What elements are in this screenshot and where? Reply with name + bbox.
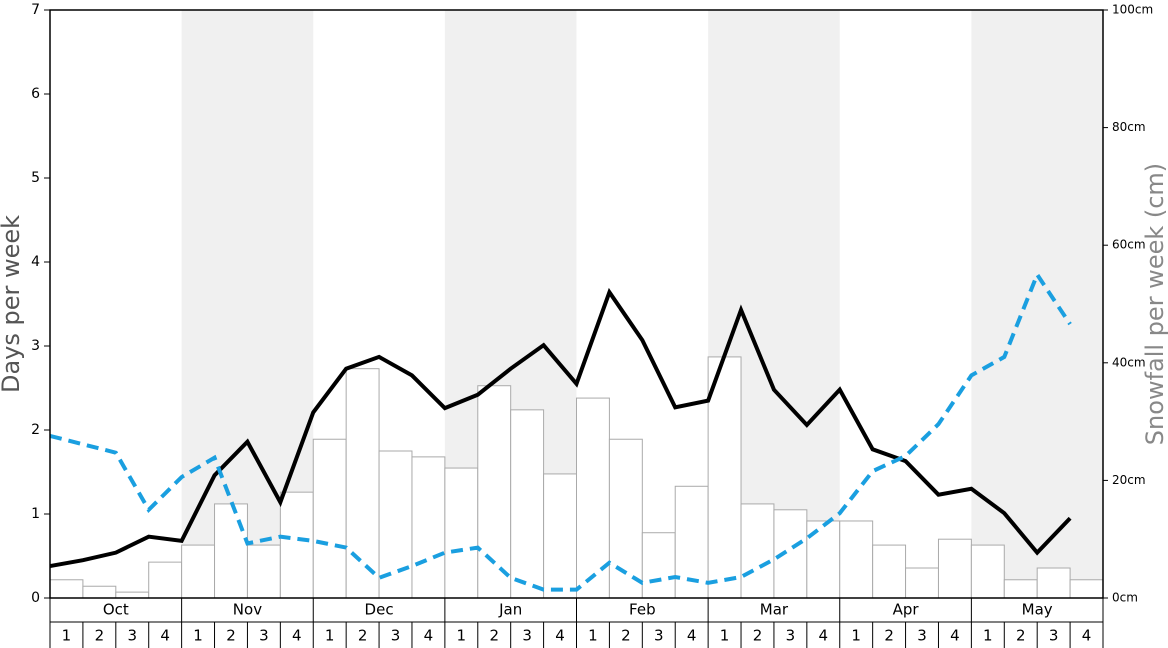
x-tick-label: 2 xyxy=(95,627,105,645)
x-tick-label: 4 xyxy=(819,627,829,645)
x-tick-label: 3 xyxy=(259,627,269,645)
x-tick-label: 1 xyxy=(193,627,203,645)
bar xyxy=(148,561,183,599)
x-tick-label: 1 xyxy=(62,627,72,645)
bar xyxy=(246,544,281,599)
bar xyxy=(970,544,1005,599)
bar xyxy=(115,591,150,599)
x-tick-label: 3 xyxy=(127,627,137,645)
x-tick-label: 1 xyxy=(851,627,861,645)
y-tick-label: 4 xyxy=(31,254,40,270)
x-tick-label: 4 xyxy=(292,627,302,645)
x-tick-label: 3 xyxy=(654,627,664,645)
month-label: Mar xyxy=(760,601,789,619)
bar xyxy=(345,368,380,599)
bar xyxy=(49,579,84,599)
bar xyxy=(312,438,347,599)
x-tick-label: 1 xyxy=(325,627,335,645)
y2-tick-label: 60cm xyxy=(1112,238,1146,252)
y-tick-label: 2 xyxy=(31,422,40,438)
bar xyxy=(543,473,577,599)
x-tick-label: 2 xyxy=(1016,627,1026,645)
y2-tick-label: 0cm xyxy=(1112,591,1138,605)
x-tick-label: 1 xyxy=(720,627,730,645)
x-tick-label: 4 xyxy=(555,627,565,645)
month-label: Jan xyxy=(498,601,522,619)
y2-tick-label: 80cm xyxy=(1112,120,1146,134)
line xyxy=(49,270,1072,592)
bar xyxy=(872,544,907,599)
bar xyxy=(1069,579,1104,599)
x-tick-label: 2 xyxy=(884,627,894,645)
y-tick-label: 0 xyxy=(31,590,40,606)
month-label: May xyxy=(1022,601,1053,619)
x-tick-label: 3 xyxy=(1049,627,1059,645)
month-label: Nov xyxy=(233,601,262,619)
x-tick-label: 3 xyxy=(391,627,401,645)
x-tick-label: 2 xyxy=(358,627,368,645)
x-tick-label: 1 xyxy=(983,627,993,645)
x-tick-label: 4 xyxy=(687,627,697,645)
y2-tick-label: 20cm xyxy=(1112,473,1146,487)
bar xyxy=(477,385,512,599)
x-tick-label: 2 xyxy=(753,627,763,645)
x-tick-label: 2 xyxy=(489,627,499,645)
x-tick-label: 1 xyxy=(457,627,467,645)
month-shade xyxy=(971,10,1103,598)
bar xyxy=(905,567,939,599)
month-label: Apr xyxy=(893,601,920,619)
x-tick-label: 3 xyxy=(786,627,796,645)
bar xyxy=(1003,579,1038,599)
bar xyxy=(839,520,874,599)
x-tick-label: 4 xyxy=(1082,627,1092,645)
bar xyxy=(937,538,972,599)
x-tick-label: 3 xyxy=(522,627,532,645)
bar xyxy=(510,409,545,599)
x-tick-label: 4 xyxy=(160,627,170,645)
y-tick-label: 1 xyxy=(31,506,40,522)
month-label: Dec xyxy=(365,601,394,619)
bar xyxy=(214,503,248,599)
y2-axis-title: Snowfall per week (cm) xyxy=(1141,163,1168,445)
bar xyxy=(707,356,742,599)
bar xyxy=(411,456,446,599)
y-tick-label: 5 xyxy=(31,170,40,186)
bar xyxy=(181,544,216,599)
x-tick-label: 1 xyxy=(588,627,598,645)
bar xyxy=(444,467,479,599)
x-tick-label: 3 xyxy=(917,627,927,645)
bar xyxy=(378,450,413,599)
x-tick-label: 2 xyxy=(621,627,631,645)
bar xyxy=(740,503,775,599)
bar xyxy=(641,532,676,599)
bar xyxy=(82,585,117,599)
x-tick-label: 4 xyxy=(950,627,960,645)
y-tick-label: 7 xyxy=(31,2,40,18)
month-label: Feb xyxy=(629,601,656,619)
y2-tick-label: 100cm xyxy=(1112,3,1153,17)
y-tick-label: 6 xyxy=(31,86,40,102)
month-label: Oct xyxy=(103,601,129,619)
bar xyxy=(608,438,643,599)
y-axis-title: Days per week xyxy=(0,215,25,393)
bar xyxy=(279,491,314,599)
y-tick-label: 3 xyxy=(31,338,40,354)
y2-tick-label: 40cm xyxy=(1112,355,1146,369)
x-tick-label: 4 xyxy=(424,627,434,645)
bar xyxy=(1036,567,1071,599)
x-tick-label: 2 xyxy=(226,627,236,645)
